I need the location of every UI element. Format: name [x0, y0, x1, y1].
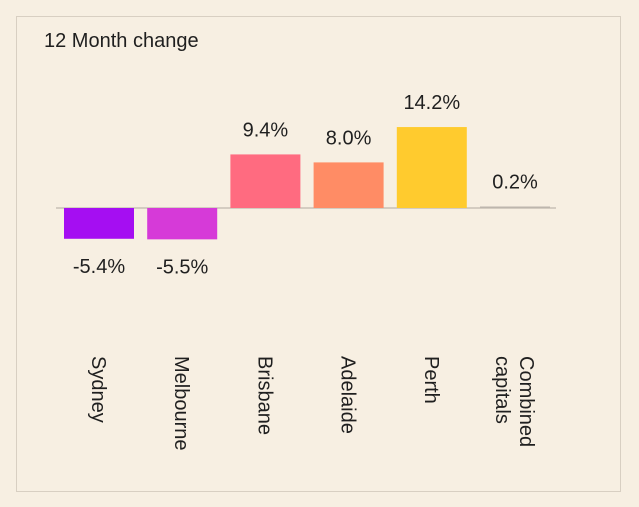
category-label-brisbane: Brisbane: [253, 356, 275, 435]
bar-brisbane: [230, 154, 301, 208]
bar-sydney: [64, 208, 134, 239]
category-label-sydney: Sydney: [87, 356, 109, 423]
value-label-brisbane: 9.4%: [243, 119, 289, 141]
category-label-line: Combined: [515, 356, 537, 447]
category-label-line: Melbourne: [170, 356, 192, 451]
value-labels-group: -5.4% -5.5% 9.4% 8.0% 14.2% 0.2%: [73, 92, 538, 278]
category-label-line: Sydney: [87, 356, 109, 423]
bar-perth: [396, 127, 467, 208]
bar-combined-capitals: [480, 206, 550, 208]
category-label-perth: Perth: [420, 356, 442, 404]
value-label-combined-capitals: 0.2%: [492, 172, 538, 194]
value-label-adelaide: 8.0%: [326, 127, 372, 149]
category-label-line: capitals: [491, 356, 513, 424]
value-label-melbourne: -5.5%: [156, 256, 208, 278]
chart-card: [16, 16, 621, 492]
category-label-melbourne: Melbourne: [170, 356, 192, 451]
category-label-line: Brisbane: [253, 356, 275, 435]
chart-title: 12 Month change: [44, 30, 199, 52]
category-label-line: Adelaide: [337, 356, 359, 434]
category-labels-group: Sydney Melbourne Brisbane Adelaide Perth Comb…: [87, 356, 537, 451]
bar-melbourne: [147, 208, 218, 240]
category-label-adelaide: Adelaide: [337, 356, 359, 434]
value-label-perth: 14.2%: [403, 92, 460, 114]
bar-adelaide: [313, 162, 384, 208]
bars-group: [64, 127, 550, 240]
value-label-sydney: -5.4%: [73, 256, 125, 278]
category-label-line: Perth: [420, 356, 442, 404]
